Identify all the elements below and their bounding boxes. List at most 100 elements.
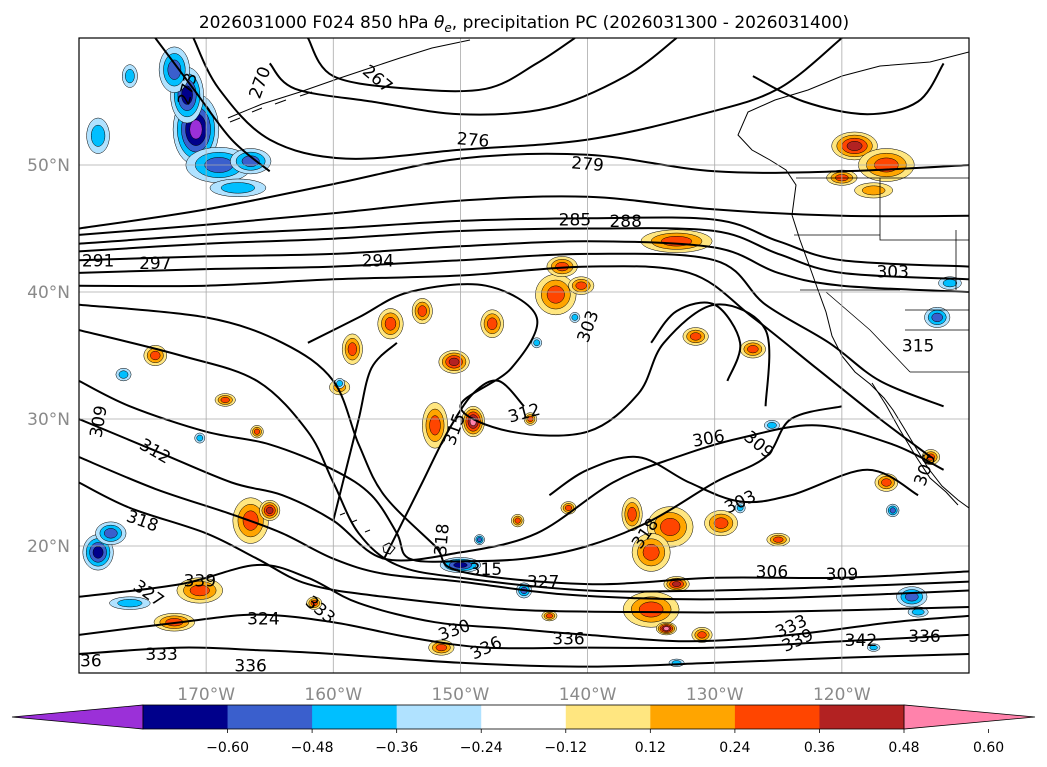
contour-label-text: 336 bbox=[552, 630, 584, 650]
y-axis-ticks: 20°N 30°N 40°N 50°N bbox=[27, 156, 70, 557]
y-tick-label: 40°N bbox=[27, 283, 70, 303]
precip-band bbox=[118, 370, 129, 379]
contour-label-text: 294 bbox=[362, 251, 394, 271]
precip-cell bbox=[109, 596, 151, 610]
colorbar-bin bbox=[396, 705, 482, 729]
x-tick-label: 120°W bbox=[813, 685, 871, 705]
precip-cell bbox=[535, 273, 577, 316]
precip-cell bbox=[209, 178, 267, 198]
contour-label: 294 bbox=[362, 251, 394, 271]
precip-band bbox=[150, 350, 161, 361]
colorbar-extend-high bbox=[903, 704, 1036, 730]
precip-cell bbox=[480, 309, 504, 338]
precip-band bbox=[435, 644, 448, 652]
colorbar-tick-label: 0.48 bbox=[888, 740, 919, 756]
precip-cell bbox=[924, 306, 951, 328]
theta-e-contour bbox=[79, 456, 969, 601]
colorbar-tick-label: −0.60 bbox=[206, 740, 249, 756]
colorbar-tick-label: 0.12 bbox=[635, 740, 666, 756]
colorbar-bin bbox=[734, 705, 820, 729]
precip-cell bbox=[631, 533, 671, 572]
colorbar-tick-label: −0.24 bbox=[460, 740, 503, 756]
precip-cell bbox=[854, 182, 893, 199]
precip-band bbox=[564, 504, 573, 511]
precip-cell bbox=[250, 425, 264, 439]
precip-band bbox=[697, 631, 707, 639]
colorbar-tick-label: 0.24 bbox=[719, 740, 750, 756]
theta-e-contour bbox=[383, 379, 525, 560]
precip-cell bbox=[546, 256, 578, 278]
contour-label-text: 336 bbox=[69, 651, 101, 671]
precip-cell bbox=[569, 312, 581, 323]
colorbar-extend-low bbox=[11, 704, 144, 730]
theta-e-contour bbox=[79, 646, 969, 668]
precip-cell bbox=[411, 298, 433, 324]
precip-band bbox=[713, 517, 729, 529]
colorbar-bin bbox=[565, 705, 651, 729]
precip-band bbox=[846, 141, 863, 151]
contour-label-text: 315 bbox=[902, 336, 934, 356]
precip-band bbox=[347, 342, 357, 356]
chart-title: 2026031000 F024 850 hPa θe, precipitatio… bbox=[199, 13, 849, 35]
x-tick-label: 130°W bbox=[686, 685, 744, 705]
contour-label-text: 327 bbox=[527, 573, 559, 593]
theta-e-contour bbox=[307, 283, 771, 437]
precip-band bbox=[336, 380, 343, 387]
colorbar-frame bbox=[142, 704, 905, 730]
theta-e-contours bbox=[79, 38, 969, 668]
contour-label-text: 297 bbox=[139, 254, 171, 274]
precip-band bbox=[167, 59, 182, 80]
baja-coast bbox=[871, 382, 959, 506]
precip-cell bbox=[560, 501, 577, 515]
precip-cell bbox=[831, 131, 878, 161]
precip-cell bbox=[668, 658, 685, 667]
precip-band bbox=[117, 599, 143, 608]
contour-label-text: 285 bbox=[559, 211, 591, 231]
precip-cell bbox=[764, 420, 780, 431]
precip-cell bbox=[259, 500, 281, 521]
precip-cell bbox=[95, 521, 127, 545]
precip-cell bbox=[766, 533, 790, 547]
theta-e-contour bbox=[752, 62, 945, 116]
aleutian-islands bbox=[229, 91, 313, 123]
precip-band bbox=[429, 415, 441, 436]
x-tick-label: 170°W bbox=[177, 685, 235, 705]
precip-cell bbox=[541, 610, 558, 622]
precip-band bbox=[931, 312, 943, 323]
precip-band bbox=[660, 517, 681, 536]
y-tick-label: 50°N bbox=[27, 156, 70, 176]
precip-cell bbox=[121, 64, 138, 88]
contour-label: 324 bbox=[247, 609, 279, 629]
map-frame bbox=[78, 37, 970, 674]
precip-band bbox=[747, 345, 759, 354]
precip-band bbox=[189, 119, 203, 140]
contour-label: 342 bbox=[845, 631, 877, 651]
contour-label: 336 bbox=[552, 630, 584, 650]
contour-label: 333 bbox=[145, 645, 177, 665]
precip-cell bbox=[734, 502, 746, 514]
precip-band bbox=[663, 626, 670, 631]
contour-label: 336 bbox=[69, 651, 102, 671]
colorbar-bin bbox=[227, 705, 313, 729]
precip-band bbox=[90, 124, 106, 147]
precip-cell bbox=[194, 432, 206, 444]
theta-e-contour bbox=[79, 418, 945, 562]
precip-cell bbox=[907, 606, 929, 618]
precip-cell bbox=[341, 333, 363, 365]
precip-band bbox=[767, 422, 777, 429]
precip-cell bbox=[115, 367, 132, 382]
contour-label: 309 bbox=[826, 565, 858, 585]
precip-cell bbox=[377, 308, 404, 340]
contour-label: 336 bbox=[234, 656, 266, 673]
contour-label-text: 333 bbox=[145, 645, 177, 665]
precip-band bbox=[638, 601, 664, 618]
contour-label-text: 339 bbox=[184, 571, 216, 591]
precip-band bbox=[773, 536, 784, 543]
precip-band bbox=[533, 339, 541, 347]
precip-cell bbox=[640, 229, 713, 253]
precip-band bbox=[266, 506, 274, 515]
precip-cell bbox=[531, 337, 543, 349]
graticule bbox=[79, 38, 969, 673]
y-tick-label: 20°N bbox=[27, 537, 70, 557]
precip-cell bbox=[691, 627, 713, 643]
